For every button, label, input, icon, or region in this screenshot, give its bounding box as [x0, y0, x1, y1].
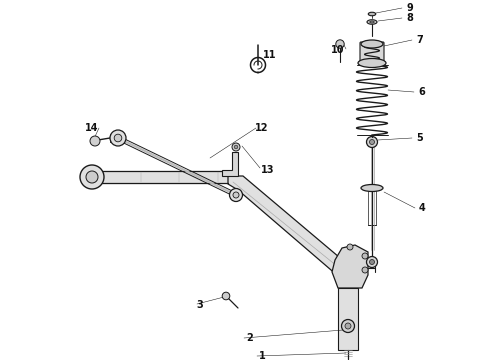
Circle shape [367, 256, 377, 267]
Text: 5: 5 [416, 133, 423, 143]
Circle shape [336, 40, 344, 48]
Circle shape [222, 292, 230, 300]
Circle shape [90, 136, 100, 146]
Text: 4: 4 [418, 203, 425, 213]
Circle shape [229, 189, 243, 202]
Circle shape [369, 260, 374, 265]
Ellipse shape [358, 58, 386, 68]
Text: 7: 7 [416, 35, 423, 45]
FancyBboxPatch shape [338, 288, 358, 350]
Circle shape [110, 130, 126, 146]
Text: 10: 10 [331, 45, 345, 55]
Polygon shape [222, 152, 238, 176]
Ellipse shape [370, 21, 374, 23]
Ellipse shape [367, 20, 377, 24]
Text: 11: 11 [263, 50, 277, 60]
Circle shape [342, 320, 354, 333]
Text: 12: 12 [255, 123, 269, 133]
Polygon shape [332, 245, 368, 288]
Polygon shape [228, 176, 352, 282]
Ellipse shape [361, 184, 383, 192]
Text: 8: 8 [407, 13, 414, 23]
Circle shape [362, 253, 368, 259]
Text: 3: 3 [196, 300, 203, 310]
Circle shape [232, 143, 240, 151]
Text: 1: 1 [259, 351, 266, 360]
Circle shape [345, 323, 351, 329]
Circle shape [114, 134, 122, 142]
Circle shape [86, 171, 98, 183]
Text: 14: 14 [85, 123, 99, 133]
Text: 2: 2 [246, 333, 253, 343]
Ellipse shape [368, 12, 376, 16]
Circle shape [347, 244, 353, 250]
Text: 13: 13 [261, 165, 275, 175]
Circle shape [80, 165, 104, 189]
Circle shape [367, 136, 377, 148]
Text: 9: 9 [407, 3, 414, 13]
Text: 6: 6 [418, 87, 425, 97]
Circle shape [362, 267, 368, 273]
FancyBboxPatch shape [360, 42, 384, 64]
Circle shape [234, 145, 238, 149]
Ellipse shape [361, 40, 383, 48]
Circle shape [369, 139, 374, 144]
Circle shape [233, 192, 239, 198]
